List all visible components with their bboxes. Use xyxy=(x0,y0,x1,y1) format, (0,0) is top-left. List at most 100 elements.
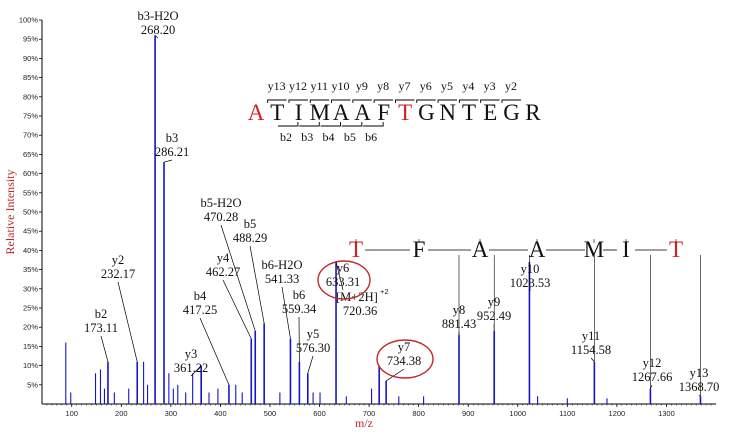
sequence-residue: A xyxy=(248,100,265,125)
x-tick-label: 1300 xyxy=(658,409,675,418)
y-ion-label: y13 xyxy=(268,79,286,93)
y-ion-label: y11 xyxy=(310,79,328,93)
peak-label-y7: y7 xyxy=(398,340,411,354)
y-tick-label: 90% xyxy=(23,54,38,63)
peak-value-y11: 1154.58 xyxy=(571,343,611,357)
sequence-residue: T xyxy=(270,100,284,125)
sequence-residue: N xyxy=(439,100,456,125)
peak-value-b6: 559.34 xyxy=(282,302,317,316)
y-axis-label: Relative Intensity xyxy=(3,170,17,255)
peak-label-y5: y5 xyxy=(307,327,320,341)
sequence-residue: T xyxy=(462,100,476,125)
peak-value-y13: 1368.70 xyxy=(679,380,720,394)
peak-label-y11: y11 xyxy=(582,329,600,343)
y-tick-label: 10% xyxy=(23,361,38,370)
peak-value-y2: 232.17 xyxy=(101,267,135,281)
peak-value-y10: 1023.53 xyxy=(510,276,551,290)
sequence-residue: A xyxy=(354,100,371,125)
x-tick-label: 100 xyxy=(65,409,78,418)
y-tick-label: 60% xyxy=(23,169,38,178)
peak-value-b3h2o: 268.20 xyxy=(141,23,175,37)
y-tick-label: 70% xyxy=(23,131,38,140)
peak-label-b5: b5 xyxy=(244,217,257,231)
y-ion-label: y8 xyxy=(377,79,389,93)
y-ion-label: y6 xyxy=(420,79,432,93)
x-tick-label: 300 xyxy=(165,409,178,418)
y-tick-label: 65% xyxy=(23,150,38,159)
x-axis-label: m/z xyxy=(355,416,373,430)
peak-label-b5h2o: b5-H2O xyxy=(201,196,242,210)
peak-label-y10: y10 xyxy=(521,262,540,276)
x-tick-label: 200 xyxy=(115,409,128,418)
peak-value-y6: 633.31 xyxy=(326,275,360,289)
peak-value-b3: 286.21 xyxy=(155,145,189,159)
y-ion-label: y12 xyxy=(289,79,307,93)
leader-line-y2 xyxy=(118,282,137,362)
y-tick-label: 75% xyxy=(23,112,38,121)
peak-value-b2: 173.11 xyxy=(84,321,118,335)
peak-label-y3: y3 xyxy=(185,347,198,361)
peak-value-y12: 1267.66 xyxy=(632,370,673,384)
leader-line-y5 xyxy=(308,356,313,373)
peak-label-y12: y12 xyxy=(643,356,662,370)
y-tick-label: 45% xyxy=(23,227,38,236)
b-ion-label: b4 xyxy=(323,130,335,144)
peak-label-b2: b2 xyxy=(95,307,108,321)
y-ion-label: y3 xyxy=(484,79,496,93)
y-ion-label: y10 xyxy=(332,79,350,93)
x-tick-label: 600 xyxy=(313,409,326,418)
y-tick-label: 80% xyxy=(23,92,38,101)
x-tick-label: 1000 xyxy=(509,409,526,418)
b-ion-label: b2 xyxy=(280,130,292,144)
leader-line-b2 xyxy=(101,336,108,362)
y-tick-label: 95% xyxy=(23,35,38,44)
x-tick-label: 1100 xyxy=(559,409,575,418)
b-ion-label: b3 xyxy=(301,130,313,144)
peak-label-y13: y13 xyxy=(690,366,709,380)
peak-value-b5h2o: 470.28 xyxy=(204,210,238,224)
peak-label-b3: b3 xyxy=(166,131,179,145)
peak-value-y5: 576.30 xyxy=(296,341,330,355)
x-tick-label: 900 xyxy=(462,409,475,418)
y-tick-label: 85% xyxy=(23,73,38,82)
peak-value-b4: 417.25 xyxy=(183,303,217,317)
y-tick-label: 25% xyxy=(23,304,38,313)
peak-label-b6h2o: b6-H2O xyxy=(262,258,303,272)
y-ion-label: y7 xyxy=(398,79,410,93)
x-tick-label: 1200 xyxy=(609,409,626,418)
peak-label-b6: b6 xyxy=(293,288,306,302)
peak-label-b3h2o: b3-H2O xyxy=(138,9,179,23)
leader-line-y11 xyxy=(591,358,594,362)
peak-value-y7: 734.38 xyxy=(387,354,421,368)
sequence-residue: T xyxy=(398,100,412,125)
sequence-residue: G xyxy=(418,100,435,125)
leader-line-b3 xyxy=(164,160,172,162)
peak-value-b5: 488.29 xyxy=(233,231,267,245)
b-ion-label: b5 xyxy=(344,130,356,144)
sequence-residue: A xyxy=(333,100,350,125)
y-tick-label: 40% xyxy=(23,246,38,255)
y-tick-label: 30% xyxy=(23,284,38,293)
y-tick-label: 5% xyxy=(27,380,38,389)
y-tick-label: 35% xyxy=(23,265,38,274)
sequence-residue: I xyxy=(295,100,303,125)
leader-line-y4 xyxy=(223,280,251,339)
y-tick-label: 15% xyxy=(23,342,38,351)
sequence-residue: M xyxy=(310,100,330,125)
y-ion-label: y5 xyxy=(441,79,453,93)
y-tick-label: 20% xyxy=(23,323,38,332)
peak-label-b4: b4 xyxy=(194,289,207,303)
x-tick-label: 400 xyxy=(214,409,227,418)
sequence-residue: G xyxy=(503,100,520,125)
peak-label-y4: y4 xyxy=(217,251,230,265)
y-tick-label: 100% xyxy=(19,16,39,25)
precursor-value: 720.36 xyxy=(343,304,377,318)
peak-label-y6: y6 xyxy=(337,261,350,275)
y-ion-label: y9 xyxy=(356,79,368,93)
precursor-charge: +2 xyxy=(380,287,389,296)
sequence-residue: R xyxy=(525,100,541,125)
y-tick-label: 50% xyxy=(23,208,38,217)
peak-value-b6h2o: 541.33 xyxy=(265,272,299,286)
